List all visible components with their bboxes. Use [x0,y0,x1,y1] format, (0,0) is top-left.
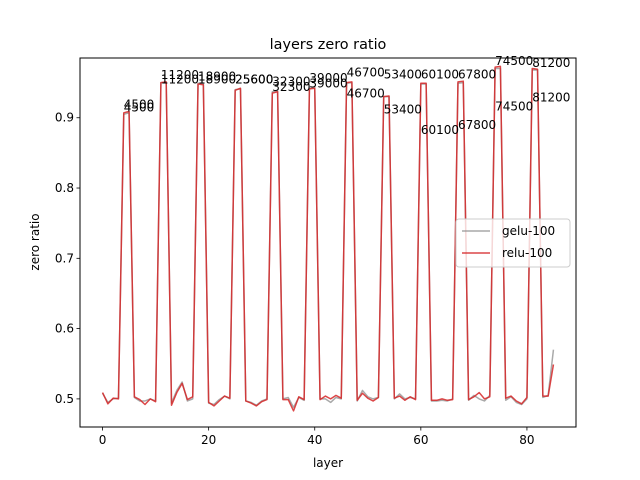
peak-label: 60100 [421,67,459,81]
x-axis-label: layer [313,456,343,470]
legend-label-gelu-100: gelu-100 [502,224,555,238]
peak-label: 67800 [458,67,496,81]
y-tick-label: 0.5 [55,392,74,406]
peak-label: 60100 [421,123,459,137]
peak-label: 81200 [532,91,570,105]
x-tick-label: 60 [413,433,428,447]
y-tick-label: 0.7 [55,251,74,265]
peak-label: 81200 [532,56,570,70]
peak-label: 32300 [272,80,310,94]
peak-label: 46700 [347,65,385,79]
peak-label: 32300 [272,74,310,88]
chart-title: layers zero ratio [270,37,387,53]
peak-label: 67800 [458,118,496,132]
peak-label: 4500 [124,98,155,112]
peak-label: 25600 [235,72,273,86]
y-axis-label: zero ratio [28,213,42,270]
peak-label: 11200 [161,72,199,86]
peak-label: 4500 [124,100,155,114]
y-tick-label: 0.8 [55,181,74,195]
peak-label: 39000 [309,77,347,91]
x-tick-label: 0 [99,433,107,447]
peak-label: 74500 [495,54,533,68]
series-line-gelu-100 [101,67,555,409]
peak-label: 18900 [198,72,236,86]
x-tick-label: 40 [307,433,322,447]
peak-label: 46700 [347,86,385,100]
series-layer [101,65,555,412]
x-tick-label: 20 [201,433,216,447]
peak-label: 53400 [384,67,422,81]
peak-label: 74500 [495,100,533,114]
x-tick-label: 80 [519,433,534,447]
series-line-relu-100 [101,65,555,412]
peak-annotations: 4500450011200112001890018900256002560032… [124,54,571,137]
legend-label-relu-100: relu-100 [502,246,552,260]
peak-label: 18900 [198,69,236,83]
y-tick-label: 0.6 [55,322,74,336]
peak-label: 25600 [235,72,273,86]
y-axis-ticks: 0.5 0.6 0.7 0.8 0.9 [55,111,80,406]
axes-frame [79,57,577,428]
y-tick-label: 0.9 [55,111,74,125]
peak-label: 11200 [161,68,199,82]
peak-label: 53400 [384,103,422,117]
legend: gelu-100 relu-100 [455,218,571,268]
x-axis-ticks: 0 20 40 60 80 [99,427,535,447]
peak-label: 39000 [309,71,347,85]
